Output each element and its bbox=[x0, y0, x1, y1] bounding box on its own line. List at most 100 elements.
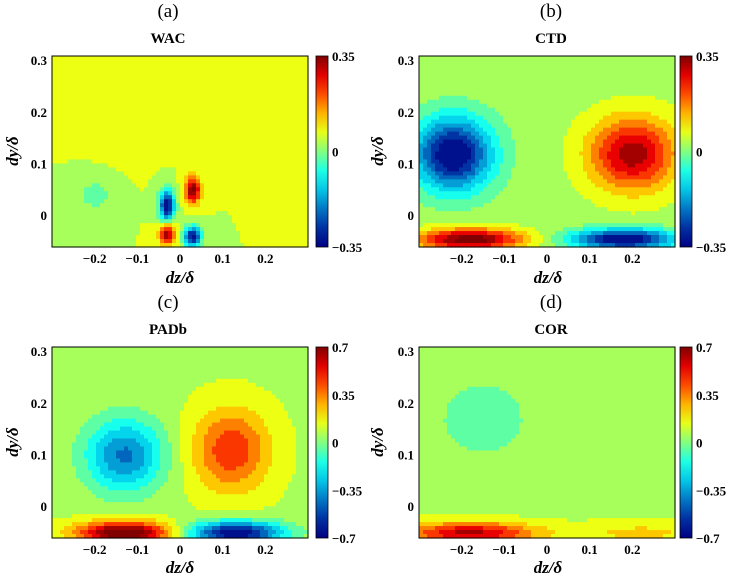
heatmap-cell bbox=[631, 75, 636, 81]
heatmap-cell bbox=[80, 171, 85, 176]
heatmap-cell bbox=[284, 59, 289, 65]
heatmap-cell bbox=[128, 87, 133, 93]
heatmap-cell bbox=[80, 199, 85, 204]
heatmap-cell bbox=[264, 59, 269, 65]
heatmap-cell bbox=[575, 131, 580, 137]
heatmap-cell bbox=[212, 239, 217, 244]
heatmap-cell bbox=[268, 203, 273, 208]
heatmap-cell bbox=[72, 127, 77, 133]
heatmap-cell bbox=[152, 167, 157, 172]
heatmap-cell bbox=[248, 195, 253, 200]
heatmap-cell bbox=[611, 79, 616, 85]
heatmap-cell bbox=[112, 175, 117, 180]
heatmap-cell bbox=[643, 155, 648, 161]
heatmap-cell bbox=[92, 95, 97, 101]
heatmap-cell bbox=[619, 71, 624, 77]
heatmap-cell bbox=[639, 59, 644, 65]
heatmap-cell bbox=[619, 131, 624, 137]
heatmap-cell bbox=[208, 163, 213, 169]
heatmap-cell bbox=[60, 203, 65, 208]
heatmap-cell bbox=[160, 167, 165, 172]
heatmap-cell bbox=[252, 243, 257, 248]
heatmap-cell bbox=[112, 227, 117, 232]
heatmap-cell bbox=[60, 87, 65, 93]
heatmap-cell bbox=[208, 183, 213, 188]
heatmap-cell bbox=[667, 135, 672, 141]
colorbar bbox=[315, 55, 329, 248]
heatmap-cell bbox=[232, 219, 237, 224]
heatmap-cell bbox=[292, 103, 297, 109]
heatmap-cell bbox=[160, 175, 165, 180]
heatmap-cell bbox=[88, 183, 93, 188]
heatmap-cell bbox=[96, 63, 101, 69]
heatmap-cell bbox=[300, 151, 305, 157]
heatmap-cell bbox=[611, 95, 616, 101]
heatmap-cell bbox=[244, 63, 249, 69]
heatmap-cell bbox=[583, 56, 588, 61]
heatmap-cell bbox=[268, 155, 273, 161]
heatmap-cell bbox=[659, 155, 664, 161]
heatmap-cell bbox=[252, 175, 257, 180]
heatmap-cell bbox=[300, 87, 305, 93]
heatmap-cell bbox=[280, 99, 285, 105]
heatmap-cell bbox=[200, 163, 205, 169]
heatmap-cell bbox=[196, 95, 201, 101]
heatmap-cell bbox=[260, 139, 265, 145]
heatmap-cell bbox=[547, 147, 552, 153]
heatmap-cell bbox=[192, 56, 197, 61]
heatmap-cell bbox=[232, 59, 237, 65]
heatmap-cell bbox=[240, 187, 245, 192]
heatmap-cell bbox=[240, 131, 245, 137]
heatmap-cell bbox=[423, 111, 428, 117]
heatmap-cell bbox=[284, 87, 289, 93]
heatmap-cell bbox=[108, 135, 113, 141]
heatmap-cell bbox=[136, 79, 141, 85]
heatmap-cell bbox=[212, 155, 217, 161]
heatmap-cell bbox=[172, 107, 177, 113]
heatmap-cell bbox=[276, 231, 281, 236]
heatmap-cell bbox=[72, 123, 77, 129]
heatmap-cell bbox=[92, 215, 97, 220]
heatmap-cell bbox=[451, 159, 456, 165]
heatmap-cell bbox=[451, 131, 456, 137]
heatmap-cell bbox=[427, 111, 432, 117]
heatmap-cell bbox=[256, 83, 261, 89]
heatmap-cell bbox=[499, 107, 504, 113]
heatmap-cell bbox=[96, 71, 101, 77]
heatmap-cell bbox=[88, 231, 93, 236]
heatmap-cell bbox=[527, 151, 532, 157]
heatmap-cell bbox=[76, 79, 81, 85]
heatmap-cell bbox=[300, 195, 305, 200]
heatmap-cell bbox=[216, 107, 221, 113]
heatmap-cell bbox=[200, 75, 205, 81]
heatmap-cell bbox=[272, 67, 277, 73]
heatmap-cell bbox=[176, 179, 181, 184]
heatmap-cell bbox=[60, 107, 65, 113]
heatmap-cell bbox=[72, 215, 77, 220]
heatmap-cell bbox=[72, 155, 77, 161]
heatmap-cell bbox=[236, 203, 241, 208]
heatmap-cell bbox=[144, 107, 149, 113]
heatmap-cell bbox=[483, 143, 488, 149]
heatmap-cell bbox=[591, 83, 596, 89]
heatmap-cell bbox=[571, 71, 576, 77]
heatmap-cell bbox=[491, 119, 496, 125]
heatmap-cell bbox=[112, 159, 117, 165]
heatmap-cell bbox=[651, 143, 656, 149]
heatmap-cell bbox=[220, 239, 225, 244]
heatmap-cell bbox=[220, 127, 225, 133]
heatmap-cell bbox=[60, 211, 65, 216]
heatmap-cell bbox=[292, 203, 297, 208]
heatmap-cell bbox=[284, 107, 289, 113]
heatmap-cell bbox=[567, 75, 572, 81]
heatmap-cell bbox=[168, 195, 173, 200]
heatmap-cell bbox=[184, 83, 189, 89]
heatmap-cell bbox=[160, 75, 165, 81]
heatmap-cell bbox=[100, 63, 105, 69]
heatmap-cell bbox=[196, 115, 201, 121]
heatmap-cell bbox=[204, 75, 209, 81]
heatmap-cell bbox=[136, 115, 141, 121]
heatmap-cell bbox=[172, 183, 177, 188]
heatmap-cell bbox=[152, 115, 157, 121]
heatmap-cell bbox=[567, 59, 572, 65]
